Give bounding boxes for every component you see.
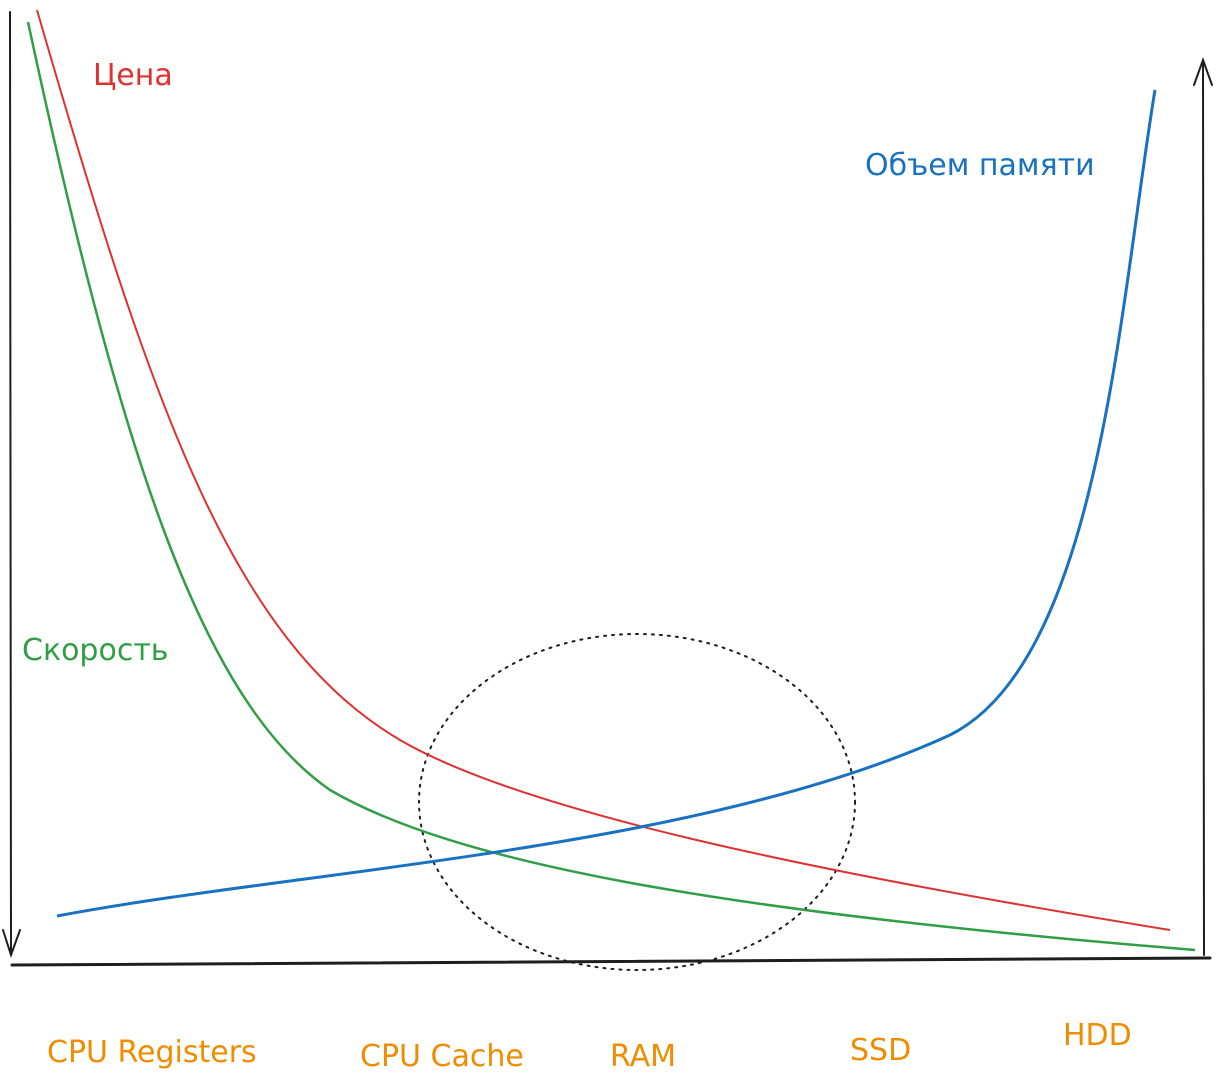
category-label: HDD: [1063, 1018, 1132, 1053]
speed-curve: [26, 21, 1196, 952]
right-arrow: [1193, 57, 1213, 86]
highlight-ellipse: [418, 633, 856, 971]
category-label: RAM: [610, 1039, 676, 1074]
capacity-label: Объем памяти: [865, 148, 1095, 183]
category-label: CPU Cache: [360, 1039, 524, 1074]
capacity-curve: [56, 89, 1157, 918]
category-label: CPU Registers: [47, 1035, 257, 1070]
axes: [2, 11, 1213, 967]
bottom-axis: [10, 956, 1212, 967]
right-axis: [1202, 59, 1205, 956]
category-label: SSD: [850, 1033, 911, 1068]
price-label: Цена: [93, 58, 173, 93]
price-curve: [36, 9, 1171, 931]
left-axis: [9, 11, 12, 956]
speed-label: Скорость: [22, 633, 168, 668]
left-arrow: [2, 929, 21, 959]
